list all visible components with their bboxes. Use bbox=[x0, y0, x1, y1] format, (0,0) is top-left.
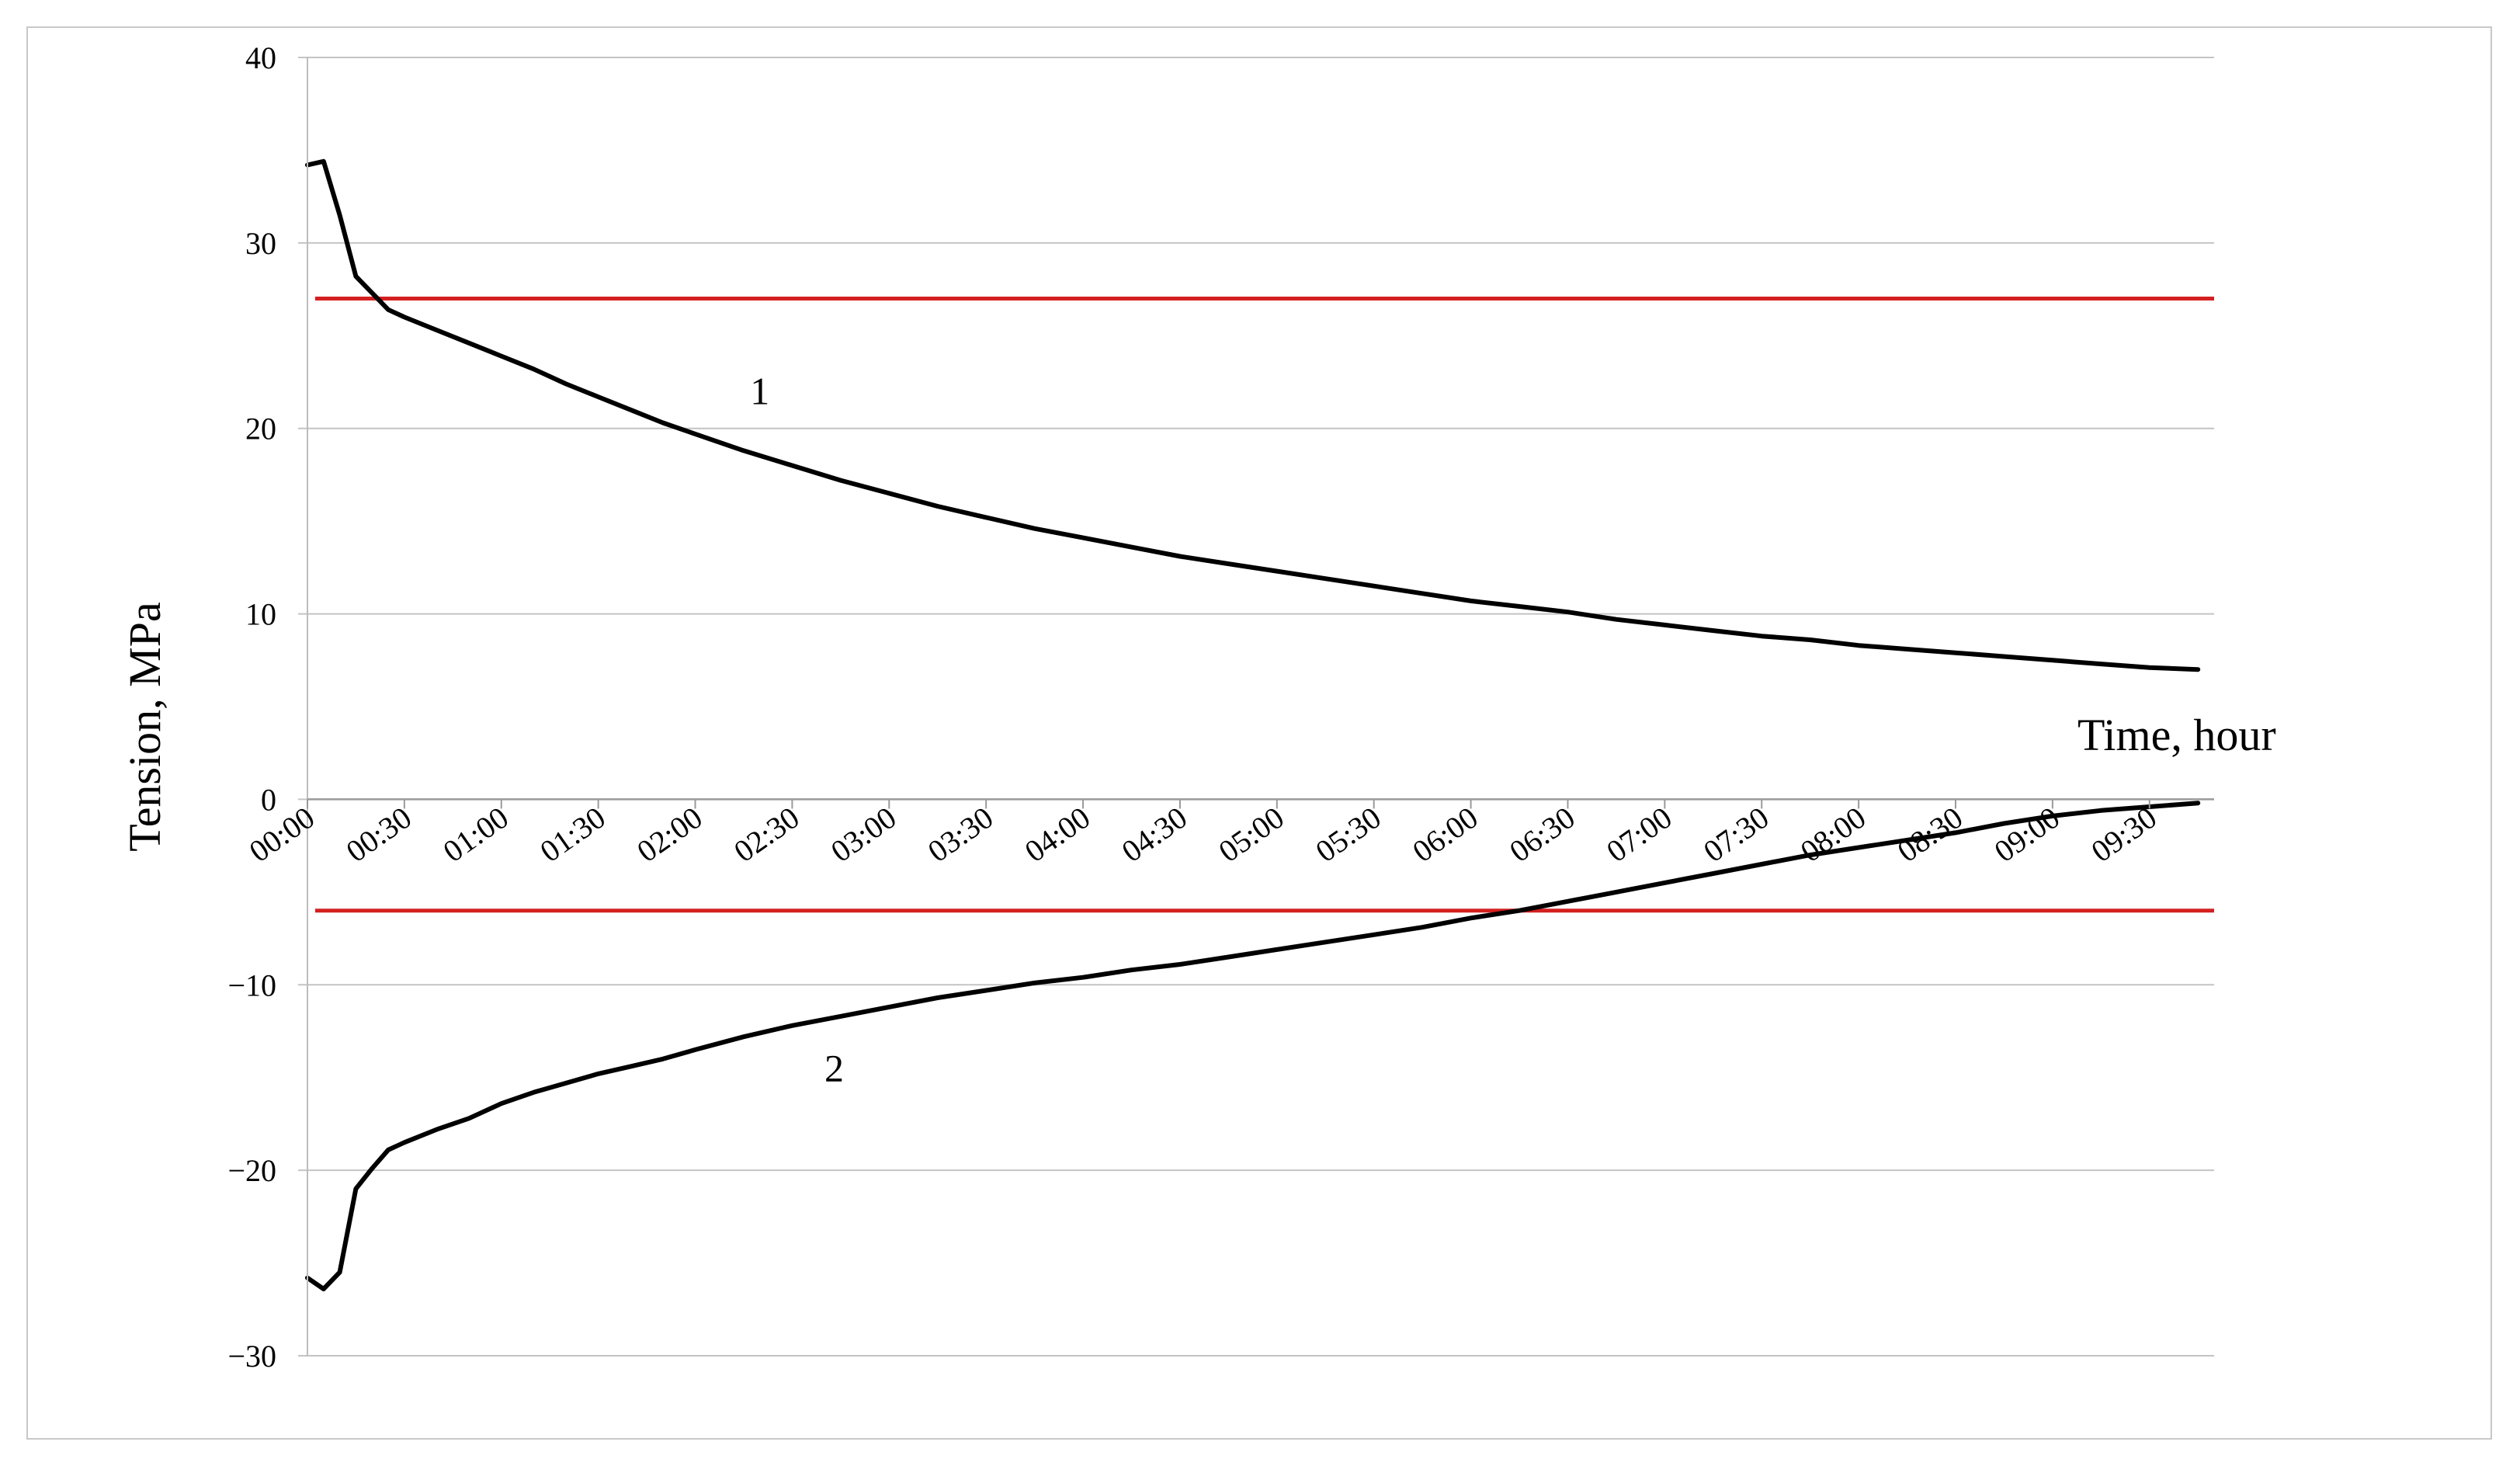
series-label: 2 bbox=[824, 1046, 844, 1089]
x-tick-label: 03:30 bbox=[922, 800, 999, 869]
x-tick-label: 05:30 bbox=[1309, 800, 1387, 869]
series-annotations: 12 bbox=[750, 370, 844, 1090]
x-tick-label: 07:00 bbox=[1600, 800, 1678, 869]
y-tick-label: 0 bbox=[261, 782, 276, 817]
x-tick-label: 01:00 bbox=[436, 800, 514, 869]
x-tick-label: 01:30 bbox=[533, 800, 611, 869]
x-tick-label: 06:30 bbox=[1503, 800, 1581, 869]
x-tick-label: 03:00 bbox=[824, 800, 902, 869]
x-tick-label: 00:30 bbox=[340, 800, 418, 869]
series-line-2 bbox=[305, 801, 2201, 1291]
series-label: 1 bbox=[750, 370, 769, 413]
y-tick-label: 10 bbox=[245, 597, 276, 632]
x-tick-label: 04:30 bbox=[1116, 800, 1193, 869]
y-tick-label: 20 bbox=[245, 412, 276, 446]
x-axis-title: Time, hour bbox=[2077, 710, 2276, 760]
x-tick-label: 08:00 bbox=[1794, 800, 1872, 869]
x-tick-label: 09:00 bbox=[1988, 800, 2066, 869]
x-tick-label: 04:00 bbox=[1019, 800, 1096, 869]
chart-frame: 40 30 20 10 0 −10 −20 −30 00:00 00:30 01:00 01:30 0… bbox=[26, 26, 2492, 1440]
x-tick-label: 06:00 bbox=[1406, 800, 1484, 869]
gridlines bbox=[298, 57, 2214, 1357]
y-tick-label: −10 bbox=[227, 967, 276, 1002]
y-tick-label: −20 bbox=[227, 1153, 276, 1188]
y-axis-title: Tension, MPa bbox=[120, 602, 170, 851]
x-tick-label: 07:30 bbox=[1697, 800, 1775, 869]
x-tick-label: 02:00 bbox=[630, 800, 708, 869]
x-tick-label: 02:30 bbox=[727, 800, 805, 869]
reference-lines bbox=[315, 297, 2214, 913]
y-tick-label: 40 bbox=[245, 40, 276, 75]
series-lines bbox=[305, 158, 2201, 1291]
axes bbox=[307, 57, 2214, 1356]
x-tick-label: 00:00 bbox=[243, 800, 321, 869]
x-tick-label: 08:30 bbox=[1891, 800, 1969, 869]
y-tick-label: 30 bbox=[245, 226, 276, 261]
y-tick-label: −30 bbox=[227, 1339, 276, 1374]
series-line-1 bbox=[305, 158, 2201, 672]
y-tick-labels: 40 30 20 10 0 −10 −20 −30 bbox=[227, 40, 276, 1374]
x-tick-labels: 00:00 00:30 01:00 01:30 02:00 02:30 03:00 03:30… bbox=[243, 800, 2163, 869]
x-tick-label: 05:00 bbox=[1213, 800, 1290, 869]
